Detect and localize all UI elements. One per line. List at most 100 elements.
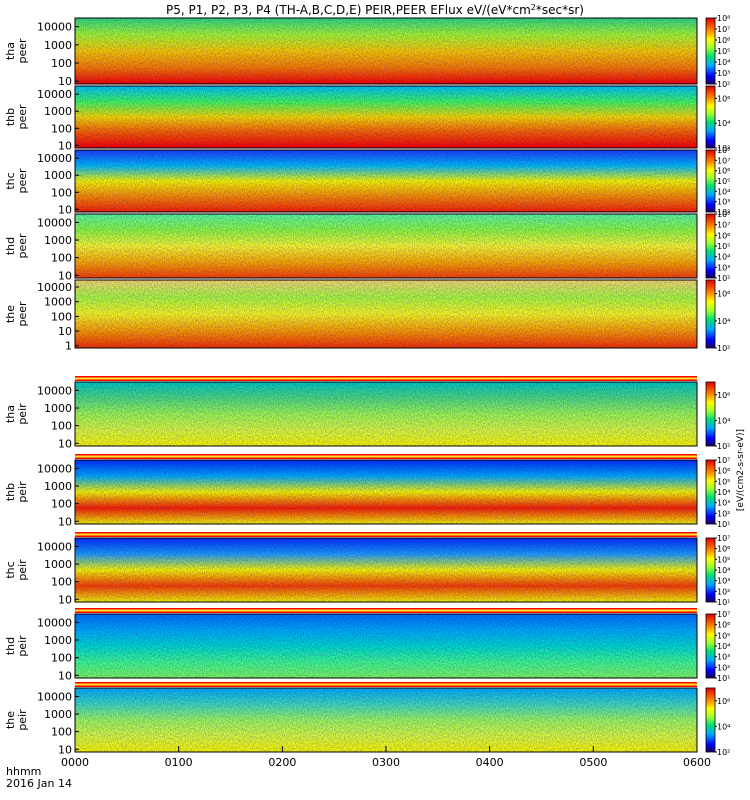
spectrogram-texture-2 bbox=[75, 150, 697, 212]
panel-the-peir: 10 100 1000 10000 the peir 10² 10⁴ 10⁶ bbox=[4, 682, 730, 757]
figure-title: P5, P1, P2, P3, P4 (TH-A,B,C,D,E) PEIR,P… bbox=[166, 3, 584, 17]
cbar-tick-label-0-5: 10⁷ bbox=[717, 25, 730, 34]
cbar-tick-label-6-4: 10⁵ bbox=[717, 477, 730, 486]
ylabel-6-line1: thb bbox=[4, 483, 17, 501]
ytick-label-3-0: 10 bbox=[58, 269, 72, 282]
ytick-label-7-3: 10000 bbox=[37, 540, 72, 553]
panel-frame-3 bbox=[74, 213, 698, 279]
cbar-tick-label-2-5: 10⁷ bbox=[717, 156, 730, 165]
spectrogram-texture-1 bbox=[75, 86, 697, 148]
cbar-tick-label-8-6: 10⁷ bbox=[717, 610, 730, 619]
panel-frame-2 bbox=[74, 149, 698, 213]
colorbar-axis-label: [eV/(cm2-s-sr-eV)] bbox=[736, 429, 746, 511]
spectrogram-texture-5 bbox=[75, 382, 697, 446]
spectrogram-texture-3 bbox=[75, 214, 697, 278]
panel-frame-1 bbox=[74, 85, 698, 149]
cbar-tick-label-9-0: 10² bbox=[717, 748, 730, 757]
cbar-tick-label-1-2: 10⁶ bbox=[717, 94, 730, 103]
cbar-tick-label-7-0: 10¹ bbox=[717, 598, 730, 607]
cbar-tick-label-9-1: 10⁴ bbox=[717, 722, 730, 731]
colorbar-8 bbox=[705, 613, 716, 679]
cbar-tick-label-2-0: 10² bbox=[717, 208, 730, 217]
cbar-tick-label-0-3: 10⁵ bbox=[717, 47, 730, 56]
ytick-label-7-2: 1000 bbox=[44, 558, 72, 571]
panel-frame-4 bbox=[74, 279, 698, 349]
ytick-label-5-3: 10000 bbox=[37, 384, 72, 397]
cbar-tick-label-3-2: 10⁴ bbox=[717, 253, 730, 262]
spectrogram-texture-8 bbox=[75, 614, 697, 678]
cbar-tick-label-2-2: 10⁴ bbox=[717, 187, 730, 196]
ylabel-0-line1: tha bbox=[4, 42, 17, 60]
ylabel-5-line2: peir bbox=[16, 403, 29, 425]
colorbar-2 bbox=[705, 149, 716, 213]
ytick-label-8-3: 10000 bbox=[37, 616, 72, 629]
cbar-tick-label-6-5: 10⁶ bbox=[717, 467, 730, 476]
ytick-label-2-2: 1000 bbox=[44, 169, 72, 182]
cbar-tick-label-8-0: 10¹ bbox=[717, 674, 730, 683]
xtick-label-6: 0600 bbox=[683, 756, 711, 769]
ytick-label-0-3: 10000 bbox=[37, 21, 72, 34]
ytick-label-3-3: 10000 bbox=[37, 216, 72, 229]
xtick-label-1: 0100 bbox=[165, 756, 193, 769]
cbar-tick-label-3-0: 10² bbox=[717, 274, 730, 283]
xaxis-label-line2: 2016 Jan 14 bbox=[6, 777, 72, 790]
colorbar-1 bbox=[705, 85, 716, 149]
ytick-label-7-0: 10 bbox=[58, 593, 72, 606]
xaxis-label-line1: hhmm bbox=[6, 765, 41, 778]
ytick-label-0-1: 100 bbox=[51, 57, 72, 70]
cbar-tick-label-8-5: 10⁶ bbox=[717, 621, 730, 630]
cbar-tick-label-0-1: 10³ bbox=[717, 69, 730, 78]
cbar-tick-label-7-3: 10⁴ bbox=[717, 566, 730, 575]
cbar-tick-label-6-2: 10³ bbox=[717, 499, 730, 508]
cbar-tick-label-4-2: 10⁶ bbox=[717, 290, 730, 299]
cbar-tick-label-6-6: 10⁷ bbox=[717, 456, 730, 465]
cbar-tick-label-2-3: 10⁵ bbox=[717, 177, 730, 186]
ytick-label-9-1: 100 bbox=[51, 726, 72, 739]
ytick-label-0-2: 1000 bbox=[44, 39, 72, 52]
cbar-tick-label-3-6: 10⁸ bbox=[717, 210, 730, 219]
ytick-label-4-2: 100 bbox=[51, 310, 72, 323]
cbar-tick-label-0-4: 10⁶ bbox=[717, 36, 730, 45]
mode-bar-line-8 bbox=[75, 609, 697, 612]
ytick-label-6-0: 10 bbox=[58, 515, 72, 528]
colorbar-7 bbox=[705, 537, 716, 603]
cbar-tick-label-0-2: 10⁴ bbox=[717, 58, 730, 67]
ytick-label-8-2: 1000 bbox=[44, 634, 72, 647]
ylabel-8-line2: peir bbox=[16, 635, 29, 657]
mode-bar-line-5 bbox=[75, 377, 697, 380]
colorbar-4 bbox=[705, 279, 716, 349]
cbar-tick-label-6-0: 10¹ bbox=[717, 520, 730, 529]
spectrogram-texture-7 bbox=[75, 538, 697, 602]
ytick-label-9-3: 10000 bbox=[37, 690, 72, 703]
cbar-tick-label-0-0: 10² bbox=[717, 80, 730, 89]
cbar-tick-label-7-5: 10⁶ bbox=[717, 545, 730, 554]
ylabel-9-line1: the bbox=[4, 711, 17, 729]
ytick-label-7-1: 100 bbox=[51, 576, 72, 589]
cbar-tick-label-6-1: 10² bbox=[717, 509, 730, 518]
panel-frame-5 bbox=[74, 381, 698, 447]
ylabel-4-line2: peer bbox=[16, 301, 29, 327]
ytick-label-1-2: 1000 bbox=[44, 105, 72, 118]
spectrogram-texture-4 bbox=[75, 280, 697, 348]
cbar-tick-label-5-2: 10⁶ bbox=[717, 391, 730, 400]
mode-bar-line-6 bbox=[75, 455, 697, 458]
ylabel-8-line1: thd bbox=[4, 637, 17, 655]
panel-tha-peer: 10 100 1000 10000 tha peer 10² 10³ 10⁴ 10⁵ 10⁶ 10⁷ 1… bbox=[4, 14, 730, 89]
cbar-tick-label-8-2: 10³ bbox=[717, 653, 730, 662]
ylabel-0-line2: peer bbox=[16, 38, 29, 64]
ylabel-1-line2: peer bbox=[16, 104, 29, 130]
panel-frame-6 bbox=[74, 459, 698, 525]
cbar-tick-label-7-1: 10² bbox=[717, 587, 730, 596]
spectrogram-texture-9 bbox=[75, 688, 697, 752]
cbar-tick-label-9-2: 10⁶ bbox=[717, 697, 730, 706]
ylabel-5-line1: tha bbox=[4, 405, 17, 423]
ylabel-2-line2: peer bbox=[16, 168, 29, 194]
cbar-tick-label-2-1: 10³ bbox=[717, 198, 730, 207]
spectrogram-texture-0 bbox=[75, 18, 697, 84]
ylabel-9-line2: peir bbox=[16, 709, 29, 731]
ytick-label-2-1: 100 bbox=[51, 186, 72, 199]
colorbar-9 bbox=[705, 687, 716, 753]
